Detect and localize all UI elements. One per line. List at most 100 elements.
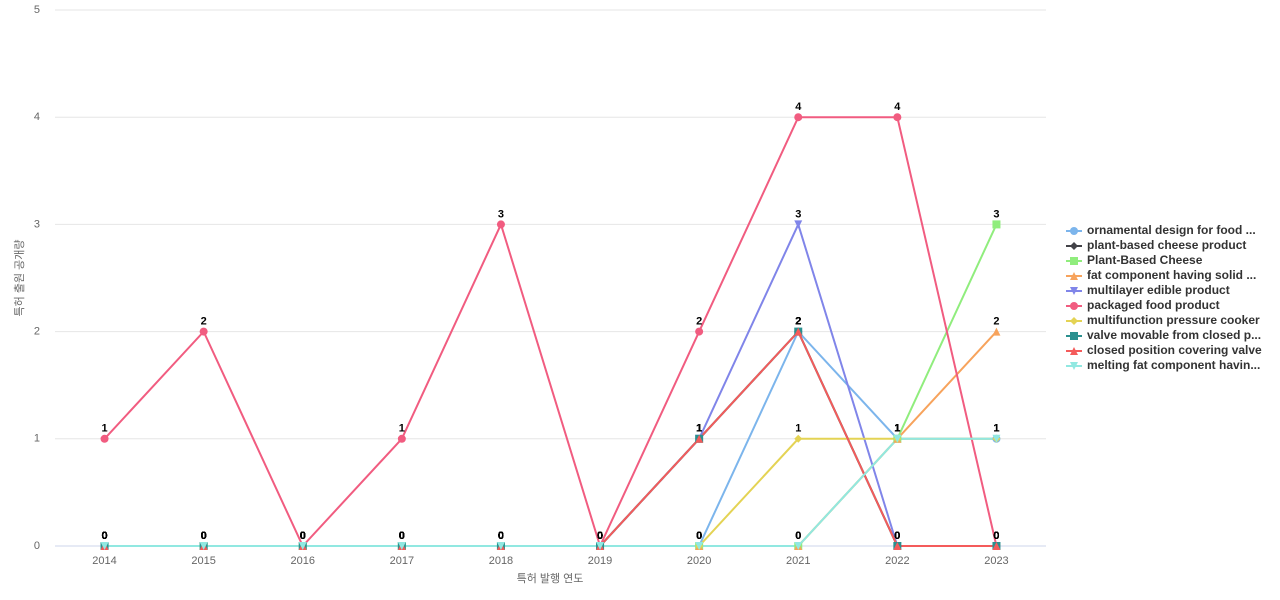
data-label: 1 <box>696 423 702 435</box>
data-label: 0 <box>498 530 504 542</box>
data-label: 0 <box>597 530 603 542</box>
legend-marker <box>1070 287 1078 295</box>
data-label: 0 <box>597 530 603 542</box>
data-label: 1 <box>894 423 900 435</box>
legend-marker <box>1070 332 1078 340</box>
data-label: 1 <box>399 423 405 435</box>
legend-marker <box>1070 362 1078 370</box>
data-label: 0 <box>101 530 107 542</box>
data-label: 3 <box>498 208 504 220</box>
x-tick-label: 2021 <box>786 555 810 567</box>
data-point <box>992 434 1001 443</box>
data-point <box>794 434 803 443</box>
data-label: 0 <box>300 530 306 542</box>
data-label: 0 <box>201 530 207 542</box>
data-point <box>794 113 803 122</box>
data-point <box>496 220 505 229</box>
data-label: 0 <box>399 530 405 542</box>
data-label: 0 <box>498 530 504 542</box>
data-label: 1 <box>795 423 801 435</box>
legend-label: multifunction pressure cooker <box>1087 313 1260 327</box>
data-label: 0 <box>498 530 504 542</box>
series-line <box>103 116 998 549</box>
legend-marker <box>1070 272 1078 280</box>
data-label: 0 <box>300 530 306 542</box>
data-label: 0 <box>399 530 405 542</box>
data-label: 0 <box>894 530 900 542</box>
data-point <box>695 434 704 443</box>
legend-label: packaged food product <box>1087 298 1220 312</box>
x-tick-label: 2019 <box>588 555 612 567</box>
data-label: 0 <box>399 530 405 542</box>
series-line <box>104 437 997 547</box>
data-label: 0 <box>201 530 207 542</box>
data-point <box>794 220 803 229</box>
data-label: 0 <box>696 530 702 542</box>
series-line <box>104 437 997 547</box>
data-label: 0 <box>399 530 405 542</box>
data-label: 0 <box>101 530 107 542</box>
data-label: 0 <box>498 530 504 542</box>
data-label: 4 <box>894 101 901 113</box>
y-axis-title: 특허 출원 공개량 <box>13 240 26 317</box>
data-label: 4 <box>795 101 802 113</box>
x-tick-label: 2023 <box>984 555 1008 567</box>
data-label: 0 <box>101 530 107 542</box>
data-label: 0 <box>498 530 504 542</box>
data-label: 0 <box>101 530 107 542</box>
data-point <box>992 220 1001 229</box>
data-label: 1 <box>894 423 900 435</box>
x-tick-label: 2016 <box>291 555 315 567</box>
data-label: 2 <box>201 316 207 328</box>
data-point <box>100 542 109 550</box>
data-label: 0 <box>498 530 504 542</box>
data-point <box>992 542 1001 550</box>
data-point <box>397 542 406 550</box>
data-label: 0 <box>894 530 900 542</box>
legend-label: melting fat component havin... <box>1087 358 1260 372</box>
data-label: 0 <box>300 530 306 542</box>
data-label: 0 <box>101 530 107 542</box>
data-label: 0 <box>597 530 603 542</box>
data-point <box>695 327 704 336</box>
legend-label: multilayer edible product <box>1087 283 1230 297</box>
data-label: 2 <box>795 316 801 328</box>
data-label: 0 <box>300 530 306 542</box>
legend-label: valve movable from closed p... <box>1087 328 1261 342</box>
data-point <box>893 113 902 122</box>
data-label: 0 <box>993 530 999 542</box>
data-label: 1 <box>101 423 107 435</box>
x-tick-label: 2017 <box>390 555 414 567</box>
data-label: 2 <box>795 316 801 328</box>
y-tick-label: 2 <box>34 326 40 338</box>
data-label: 0 <box>993 530 999 542</box>
data-label: 2 <box>696 316 702 328</box>
data-label: 0 <box>399 530 405 542</box>
data-label: 0 <box>399 530 405 542</box>
data-label: 0 <box>399 530 405 542</box>
data-label: 0 <box>201 530 207 542</box>
data-label: 0 <box>795 530 801 542</box>
data-label: 2 <box>795 316 801 328</box>
x-tick-label: 2018 <box>489 555 513 567</box>
data-point <box>496 542 505 550</box>
x-axis-title: 특허 발행 연도 <box>517 572 584 585</box>
data-point <box>397 434 406 443</box>
data-point <box>199 327 208 336</box>
y-tick-label: 5 <box>34 4 40 16</box>
data-label: 0 <box>201 530 207 542</box>
data-label: 0 <box>597 530 603 542</box>
y-tick-label: 1 <box>34 433 40 445</box>
data-label: 2 <box>795 316 801 328</box>
legend-label: ornamental design for food ... <box>1087 223 1256 237</box>
legend-label: plant-based cheese product <box>1087 238 1246 252</box>
data-label: 1 <box>894 423 900 435</box>
data-label: 0 <box>201 530 207 542</box>
data-label: 0 <box>101 530 107 542</box>
data-label: 3 <box>795 208 801 220</box>
data-label: 0 <box>498 530 504 542</box>
data-point <box>298 542 307 550</box>
data-label: 0 <box>696 530 702 542</box>
